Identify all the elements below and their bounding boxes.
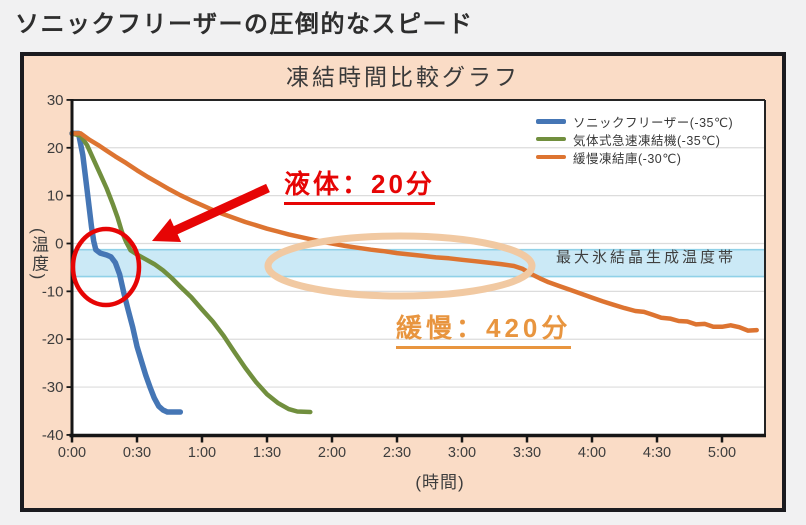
y-tick-label: -40 [42,427,64,444]
x-tick-label: 5:00 [708,445,736,461]
series-line-gas [69,131,313,415]
legend-label-slow: 緩慢凍結庫(-30℃) [573,151,682,166]
y-tick-label: -10 [42,283,64,300]
series-line-slow [69,131,759,333]
x-axis-label: (時間) [415,473,465,492]
x-tick-label: 4:00 [578,445,606,461]
y-tick-label: 0 [55,236,63,253]
y-tick-label: 10 [47,188,64,205]
liquid-callout-marker [70,183,270,308]
x-tick-label: 0:30 [123,445,151,461]
y-tick-label: -30 [42,379,64,396]
series-line-sonic [69,130,184,415]
axis-ticks: 0:00 0:30 1:00 1:30 2:00 2:30 3:00 3:30 4:00 4:30… [42,92,736,461]
annotation-slow-420min: 緩慢：420分 [396,308,572,349]
annotation-liquid-20min: 液体：20分 [284,164,435,205]
x-tick-label: 2:30 [383,445,411,461]
legend-item-sonic: ソニックフリーザー(-35℃) [536,112,733,130]
ice-crystal-band-label: 最大氷結晶生成温度帯 [556,249,737,266]
legend-item-slow: 緩慢凍結庫(-30℃) [536,148,733,166]
legend-line-sonic [536,118,566,124]
y-tick-label: -20 [42,331,64,348]
legend-line-slow [536,155,566,159]
x-tick-label: 4:30 [643,445,671,461]
chart-title: 凍結時間比較グラフ [286,64,520,90]
x-tick-label: 3:30 [513,445,541,461]
x-tick-label: 1:30 [253,445,281,461]
legend-item-gas: 気体式急速凍結機(-35℃) [536,130,733,148]
chart-legend: ソニックフリーザー(-35℃) 気体式急速凍結機(-35℃) 緩慢凍結庫(-30… [536,112,733,166]
red-arrow [152,183,270,242]
x-tick-label: 0:00 [58,445,86,461]
y-axis-label: (温度) [29,228,48,282]
y-tick-label: 20 [47,140,64,157]
x-tick-label: 2:00 [318,445,346,461]
slow-dwell-ellipse [264,232,536,300]
x-tick-label: 1:00 [188,445,216,461]
legend-label-gas: 気体式急速凍結機(-35℃) [573,133,721,148]
page-title: ソニックフリーザーの圧倒的なスピード [15,11,474,38]
legend-line-gas [536,137,566,141]
legend-label-sonic: ソニックフリーザー(-35℃) [573,115,734,130]
y-tick-label: 30 [47,92,64,109]
x-tick-label: 3:00 [448,445,476,461]
